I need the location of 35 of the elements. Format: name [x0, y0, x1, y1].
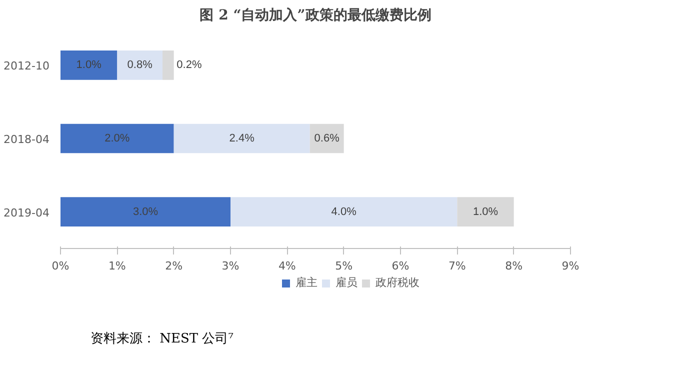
legend-label: 雇主: [296, 275, 318, 290]
x-tick-label: 3%: [222, 260, 240, 272]
y-tick-label: 2012-10: [4, 60, 50, 73]
bar: [174, 124, 310, 154]
bar: [457, 197, 514, 226]
data-label: 4.0%: [331, 206, 357, 218]
data-label: 3.0%: [132, 206, 158, 218]
chart-title: 图 2 “自动加入”政策的最低缴费比例: [200, 8, 432, 24]
y-tick-label: 2018-04: [4, 133, 50, 146]
data-label: 2.4%: [229, 132, 255, 144]
y-tick-label: 2019-04: [4, 206, 50, 220]
x-tick-label: 0%: [52, 260, 70, 272]
data-label: 1.0%: [76, 59, 102, 72]
bar: [162, 50, 174, 80]
x-tick-label: 7%: [448, 260, 466, 272]
bar: [117, 50, 162, 80]
x-tick-label: 6%: [392, 260, 410, 272]
x-tick-label: 2%: [165, 260, 183, 272]
x-tick-label: 1%: [108, 260, 126, 272]
data-label: 2.0%: [104, 132, 130, 144]
x-tick-label: 5%: [335, 260, 353, 272]
bar: [60, 124, 174, 154]
x-tick-label: 4%: [278, 260, 296, 272]
legend-label: 雇员: [336, 275, 358, 290]
text: 资料来源： NEST 公司⁷: [90, 332, 234, 346]
legend-label: 政府税收: [376, 275, 420, 290]
x-tick-label: 8%: [505, 260, 523, 272]
data-label: 0.8%: [127, 59, 153, 72]
data-label: 1.0%: [472, 206, 498, 218]
bar: [230, 197, 458, 226]
bar: [60, 197, 230, 226]
x-tick-label: 9%: [562, 260, 580, 272]
data-label: 0.2%: [176, 59, 202, 72]
bar: [60, 50, 118, 80]
data-label: 0.6%: [314, 132, 340, 144]
